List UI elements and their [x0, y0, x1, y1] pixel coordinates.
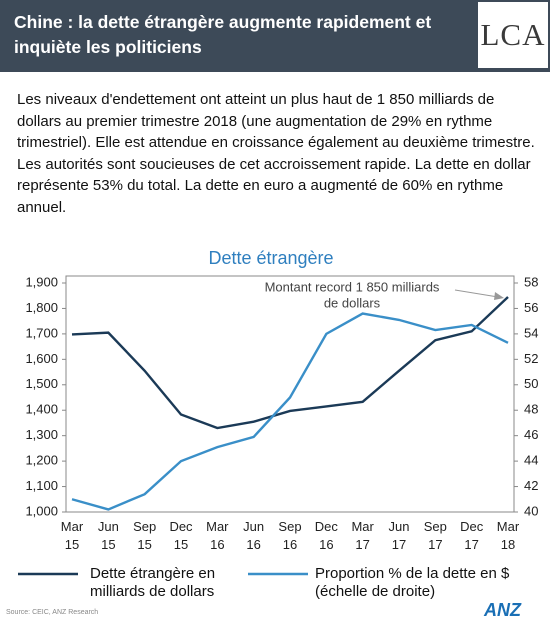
x-tick-label: Mar 17	[351, 519, 374, 552]
legend-label: Dette étrangère en milliards de dollars	[90, 565, 216, 600]
y-tick-label: 1,800	[25, 300, 58, 315]
x-tick-label: Dec 15	[169, 519, 193, 552]
y2-tick-label: 52	[524, 351, 538, 366]
x-tick-label: Dec 16	[315, 519, 339, 552]
y-tick-label: 1,400	[25, 402, 58, 417]
x-tick-label: Jun 15	[98, 519, 119, 552]
y-tick-label: 1,700	[25, 325, 58, 340]
y2-tick-label: 46	[524, 427, 538, 442]
source: Source: CEIC, ANZ Research	[6, 609, 99, 616]
title: Chine : la dette étrangère augmente rapi…	[14, 12, 432, 57]
plot-frame	[65, 275, 515, 513]
y2-tick-label: 56	[524, 300, 538, 315]
annotation: de dollars	[324, 295, 381, 310]
y-tick-label: 1,000	[25, 503, 58, 518]
y2-tick-label: 58	[524, 274, 538, 289]
x-tick-label: Mar 16	[206, 519, 229, 552]
series-line	[71, 296, 509, 430]
anz-logo: ANZ	[484, 600, 521, 620]
x-tick-label: Mar 18	[497, 519, 520, 552]
x-tick-label: Sep 16	[278, 519, 301, 552]
annotation: Montant record 1 850 milliards	[265, 279, 440, 294]
series-line	[71, 312, 509, 511]
annotation-arrowhead	[494, 292, 504, 300]
annotation-arrow	[454, 289, 499, 298]
header: Chine : la dette étrangère augmente rapi…	[0, 0, 550, 72]
y2-tick-label: 50	[524, 376, 538, 391]
x-tick-label: Jun 17	[389, 519, 410, 552]
y-tick-label: 1,200	[25, 453, 58, 468]
x-tick-label: Mar 15	[61, 519, 84, 552]
y-tick-label: 1,100	[25, 478, 58, 493]
logo: LCA	[478, 2, 548, 68]
x-tick-label: Sep 15	[133, 519, 156, 552]
legend-label: Proportion % de la dette en $ (échelle d…	[315, 565, 510, 600]
paragraph: Les niveaux d'endettement ont atteint un…	[17, 91, 535, 216]
x-tick-label: Dec 17	[460, 519, 484, 552]
y2-tick-label: 42	[524, 478, 538, 493]
y2-tick-label: 44	[524, 453, 538, 468]
y2-tick-label: 48	[524, 402, 538, 417]
x-tick-label: Jun 16	[243, 519, 264, 552]
y-tick-label: 1,500	[25, 376, 58, 391]
y-tick-label: 1,900	[25, 274, 58, 289]
y-tick-label: 1,300	[25, 427, 58, 442]
chart-title: Dette étrangère	[208, 248, 333, 268]
y2-tick-label: 54	[524, 325, 538, 340]
y2-tick-label: 40	[524, 503, 538, 518]
x-tick-label: Sep 17	[424, 519, 447, 552]
y-tick-label: 1,600	[25, 351, 58, 366]
